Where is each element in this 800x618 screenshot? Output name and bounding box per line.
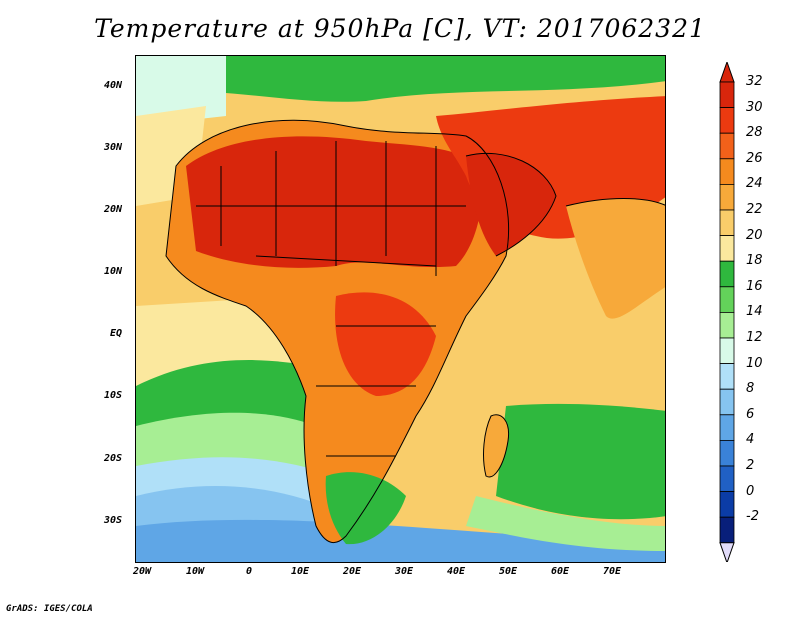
lon-label-0: 0 [246,566,253,577]
colorbar [719,62,735,562]
lon-label-20w: 20W [133,566,152,577]
map-canvas [136,56,665,562]
colorbar-label: 6 [746,406,755,422]
lat-label-20n: 20N [104,204,123,215]
colorbar-label: 18 [746,253,763,269]
colorbar-segment [719,132,735,160]
colorbar-label: 28 [746,125,763,141]
lat-label-30n: 30N [104,142,123,153]
colorbar-segment [719,491,735,518]
colorbar-segment [719,465,735,493]
colorbar-label: 24 [746,176,763,192]
colorbar-segment [719,286,735,313]
lat-label-eq: EQ [110,328,123,339]
lon-label-30e: 30E [395,566,414,577]
colorbar-segment [719,388,735,416]
temperature-map [135,55,666,563]
colorbar-label: 8 [746,381,755,397]
map-title: Temperature at 950hPa [C], VT: 201706232… [94,14,706,43]
colorbar-tip-top [719,62,735,83]
colorbar-label: 10 [746,355,763,371]
colorbar-label: 4 [746,432,755,448]
colorbar-segment [719,107,735,134]
colorbar-label: -2 [746,509,759,525]
colorbar-segment [719,260,735,288]
lat-label-20s: 20S [104,453,123,464]
colorbar-segment [719,439,735,467]
southern-ocean [136,519,665,562]
colorbar-label: 16 [746,278,763,294]
europe-green [136,56,665,102]
indian-ocean-green [496,403,665,520]
colorbar-label: 12 [746,330,763,345]
lon-label-70e: 70E [603,566,622,577]
lat-label-10n: 10N [104,266,123,277]
colorbar-label: 2 [746,458,755,473]
colorbar-segment [719,81,735,109]
colorbar-label: 32 [746,74,763,89]
colorbar-label: 0 [746,483,755,499]
lon-label-50e: 50E [499,566,518,577]
coastlines [165,119,665,544]
lon-label-40e: 40E [447,566,466,577]
colorbar-segment [719,158,735,185]
india-land [566,198,665,319]
indian-ocean-light [466,496,665,551]
lon-label-10e: 10E [291,566,310,577]
lat-label-40n: 40N [104,80,123,91]
colorbar-segment [719,311,735,339]
central-africa-hot [335,292,436,396]
lon-label-60e: 60E [551,566,570,577]
colorbar-segment [719,337,735,365]
colorbar-label: 20 [746,227,763,243]
colorbar-segment [719,516,735,544]
colorbar-label: 30 [746,99,763,115]
colorbar-segment [719,184,735,211]
lat-label-30s: 30S [104,515,123,526]
colorbar-segment [719,235,735,262]
lat-label-10s: 10S [104,390,123,401]
colorbar-segment [719,209,735,237]
colorbar-label: 22 [746,202,763,217]
colorbar-label: 14 [746,304,763,320]
lon-label-10w: 10W [186,566,205,577]
colorbar-segment [719,414,735,441]
credit-text: GrADS: IGES/COLA [6,604,93,614]
arabia-hot [466,153,556,256]
colorbar-tip-bottom [719,542,735,562]
lon-label-20e: 20E [343,566,362,577]
colorbar-segment [719,363,735,390]
colorbar-label: 26 [746,150,763,166]
sahara-hot [186,136,483,268]
